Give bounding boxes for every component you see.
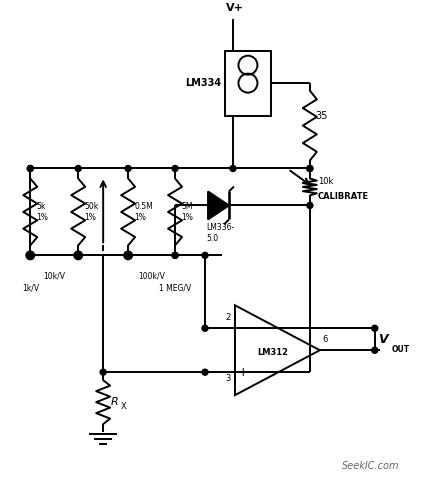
Text: SeekIC.com: SeekIC.com bbox=[342, 461, 400, 471]
Polygon shape bbox=[208, 191, 229, 219]
Text: 100k/V: 100k/V bbox=[139, 272, 165, 280]
Text: 5k
1%: 5k 1% bbox=[36, 202, 48, 221]
Circle shape bbox=[372, 347, 378, 353]
Text: CALIBRATE: CALIBRATE bbox=[318, 192, 369, 201]
Circle shape bbox=[372, 325, 378, 331]
Circle shape bbox=[202, 369, 208, 375]
Circle shape bbox=[100, 369, 106, 375]
Circle shape bbox=[75, 165, 81, 171]
Text: LM336-
5.0: LM336- 5.0 bbox=[206, 223, 234, 243]
Circle shape bbox=[125, 165, 131, 171]
Circle shape bbox=[172, 165, 178, 171]
Circle shape bbox=[27, 252, 33, 258]
Text: 50k
1%: 50k 1% bbox=[84, 202, 98, 221]
Circle shape bbox=[27, 165, 33, 171]
Circle shape bbox=[27, 165, 33, 171]
Bar bbox=[225, 51, 271, 115]
Text: +: + bbox=[237, 366, 248, 379]
Text: 5M
1%: 5M 1% bbox=[181, 202, 193, 221]
Circle shape bbox=[172, 252, 178, 258]
Text: LM334: LM334 bbox=[185, 78, 221, 88]
Text: 0.5M
1%: 0.5M 1% bbox=[134, 202, 153, 221]
Text: V+: V+ bbox=[226, 3, 244, 13]
Text: 1k/V: 1k/V bbox=[22, 283, 39, 292]
Text: 10k/V: 10k/V bbox=[43, 272, 65, 280]
Circle shape bbox=[307, 165, 313, 171]
Text: 2: 2 bbox=[226, 313, 231, 322]
Text: V: V bbox=[378, 333, 388, 346]
Text: -: - bbox=[241, 322, 245, 335]
Circle shape bbox=[307, 165, 313, 171]
Circle shape bbox=[172, 252, 178, 258]
Text: 35: 35 bbox=[315, 110, 327, 121]
Circle shape bbox=[230, 165, 236, 171]
Text: 1 MEG/V: 1 MEG/V bbox=[159, 283, 191, 292]
Text: OUT: OUT bbox=[392, 345, 410, 354]
Text: LM312: LM312 bbox=[257, 348, 288, 357]
Circle shape bbox=[202, 252, 208, 258]
Text: R: R bbox=[111, 397, 119, 407]
Circle shape bbox=[75, 252, 81, 258]
Circle shape bbox=[307, 202, 313, 209]
Text: 6: 6 bbox=[323, 335, 328, 344]
Circle shape bbox=[202, 325, 208, 331]
Text: X: X bbox=[121, 402, 127, 410]
Circle shape bbox=[125, 252, 131, 258]
Text: 10k: 10k bbox=[318, 177, 333, 187]
Text: 3: 3 bbox=[226, 374, 231, 383]
